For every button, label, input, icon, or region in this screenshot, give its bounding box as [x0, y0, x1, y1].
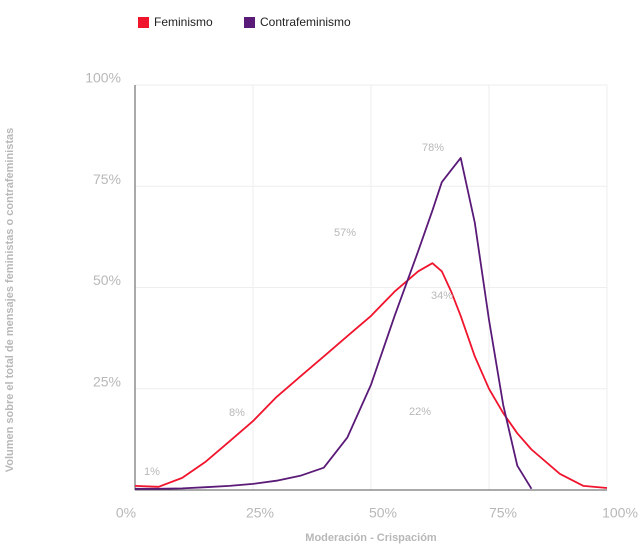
y-tick-label: 100% — [85, 70, 121, 86]
y-tick-label: 75% — [93, 171, 121, 187]
x-tick-label: 100% — [602, 505, 638, 521]
y-tick-label: 25% — [93, 373, 121, 389]
y-tick-label: 50% — [93, 272, 121, 288]
x-tick-label: 25% — [246, 505, 274, 521]
legend-label: Feminismo — [154, 15, 213, 29]
annotation: 34% — [431, 290, 453, 302]
series-line — [134, 262, 608, 489]
legend-swatch — [138, 17, 149, 28]
annotation: 78% — [422, 142, 444, 154]
x-axis-label: Moderación - Crispacióm — [305, 532, 437, 544]
series-line — [135, 157, 533, 490]
y-axis-label: Volumen sobre el total de mensajes femin… — [4, 128, 16, 473]
x-tick-label: 75% — [489, 505, 517, 521]
x-tick-label: 50% — [369, 505, 397, 521]
legend-label: Contrafeminismo — [260, 15, 351, 29]
x-tick-label: 0% — [116, 505, 136, 521]
annotation: 8% — [229, 407, 245, 419]
legend-swatch — [244, 17, 255, 28]
annotation: 22% — [409, 406, 431, 418]
annotation: 1% — [144, 466, 160, 478]
annotation: 57% — [334, 227, 356, 239]
